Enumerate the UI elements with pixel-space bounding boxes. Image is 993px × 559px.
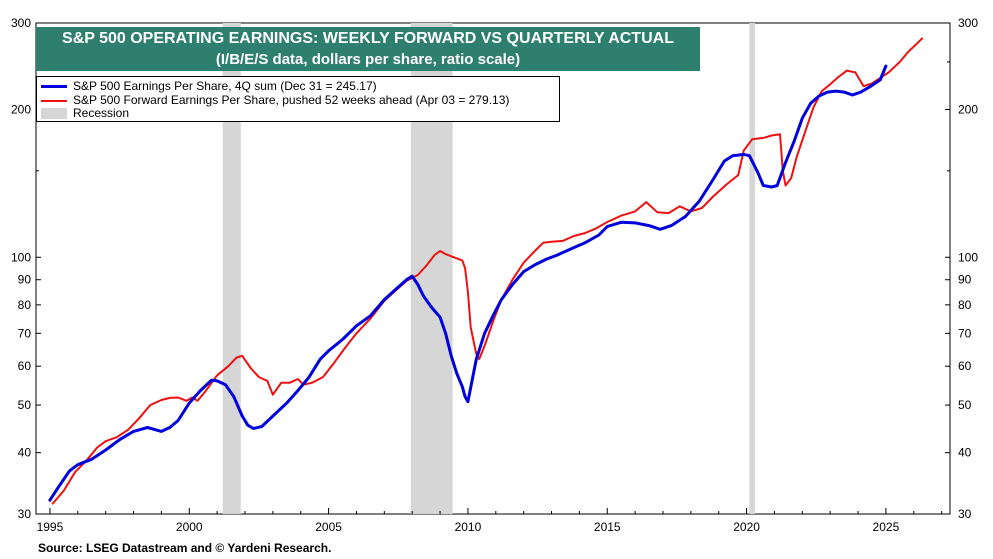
legend-swatch-forward [41, 99, 67, 102]
x-axis: 1995 2000 2005 2010 2015 2020 2025 [37, 508, 943, 534]
y-tick-label-left: 70 [18, 326, 32, 340]
y-tick-label-left: 300 [11, 16, 31, 30]
y-tick-label-left: 200 [11, 102, 31, 116]
y-tick-label-right: 30 [958, 507, 972, 521]
legend-item-actual: S&P 500 Earnings Per Share, 4Q sum (Dec … [41, 79, 377, 93]
y-tick-label-right: 70 [958, 326, 972, 340]
x-tick-label: 2015 [594, 520, 621, 534]
y-tick-label-left: 100 [11, 250, 31, 264]
y-tick-label-left: 30 [18, 507, 32, 521]
source-note: Source: LSEG Datastream and © Yardeni Re… [38, 541, 332, 555]
y-tick-label-right: 50 [958, 398, 972, 412]
chart-subtitle: (I/B/E/S data, dollars per share, ratio … [215, 51, 521, 68]
legend-swatch-actual [41, 85, 67, 89]
chart-title: S&P 500 OPERATING EARNINGS: WEEKLY FORWA… [62, 30, 674, 47]
y-tick-label-left: 60 [18, 359, 32, 373]
y-axis: 30 30 40 40 50 50 60 60 70 70 80 80 90 90 100 100 200 200… [11, 16, 978, 521]
x-tick-label: 2025 [873, 520, 900, 534]
y-tick-label-right: 40 [958, 446, 972, 460]
y-tick-label-right: 80 [958, 298, 972, 312]
x-tick-label: 1995 [37, 520, 64, 534]
y-tick-label-right: 90 [958, 273, 972, 287]
plot-frame [35, 22, 951, 515]
y-tick-label-left: 50 [18, 398, 32, 412]
y-tick-label-left: 40 [18, 446, 32, 460]
legend-label-actual: S&P 500 Earnings Per Share, 4Q sum (Dec … [73, 79, 377, 93]
legend-swatch-recession [41, 108, 67, 120]
chart-title-box: S&P 500 OPERATING EARNINGS: WEEKLY FORWA… [36, 27, 700, 71]
y-tick-label-left: 80 [18, 298, 32, 312]
series-lines [48, 37, 924, 505]
y-tick-label-right: 100 [958, 250, 978, 264]
x-tick-label: 2020 [733, 520, 760, 534]
legend-item-recession: Recession [41, 106, 129, 120]
y-tick-label-right: 300 [958, 16, 978, 30]
legend-label-recession: Recession [73, 106, 130, 120]
x-tick-label: 2000 [176, 520, 203, 534]
y-tick-label-right: 200 [958, 102, 978, 116]
legend-label-forward: S&P 500 Forward Earnings Per Share, push… [73, 93, 510, 107]
y-tick-label-right: 60 [958, 359, 972, 373]
recession-band-2 [749, 23, 755, 514]
x-tick-label: 2010 [455, 520, 482, 534]
legend: S&P 500 Earnings Per Share, 4Q sum (Dec … [36, 76, 560, 122]
recession-band-0 [222, 23, 241, 514]
legend-item-forward: S&P 500 Forward Earnings Per Share, push… [41, 93, 509, 107]
series-line-actual-eps [48, 64, 888, 502]
y-tick-label-left: 90 [18, 273, 32, 287]
x-tick-label: 2005 [315, 520, 342, 534]
